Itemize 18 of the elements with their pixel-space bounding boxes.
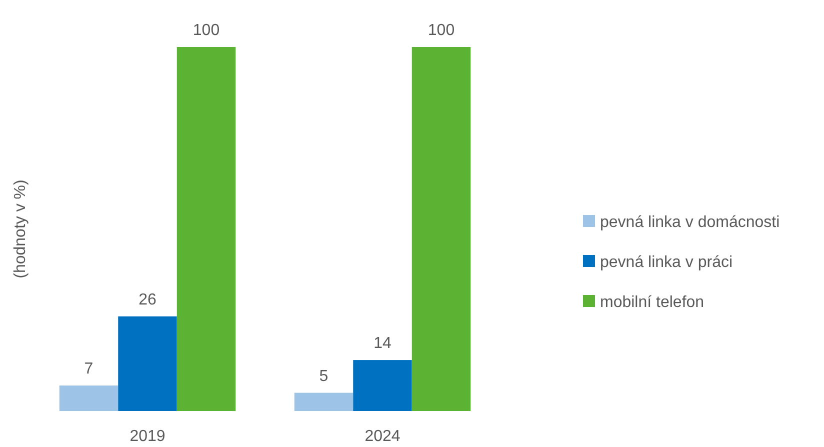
bar — [118, 316, 177, 411]
data-label: 14 — [374, 335, 392, 352]
data-label: 26 — [138, 291, 156, 308]
bar — [176, 47, 236, 411]
bar — [353, 360, 412, 411]
data-label: 100 — [192, 22, 220, 39]
x-tick-label: 2019 — [130, 428, 166, 445]
bar — [412, 47, 471, 411]
data-label: 7 — [84, 360, 94, 378]
data-label: 100 — [428, 22, 455, 39]
legend-label: mobilní telefon — [600, 294, 704, 311]
legend-label: pevná linka v práci — [600, 254, 733, 271]
x-tick-label: 2024 — [364, 428, 400, 445]
bar — [294, 392, 354, 411]
legend-label: pevná linka v domácnosti — [600, 214, 780, 231]
data-label: 5 — [319, 368, 328, 385]
y-axis-title: (hodnoty v %) — [12, 180, 29, 278]
bar — [59, 386, 118, 411]
